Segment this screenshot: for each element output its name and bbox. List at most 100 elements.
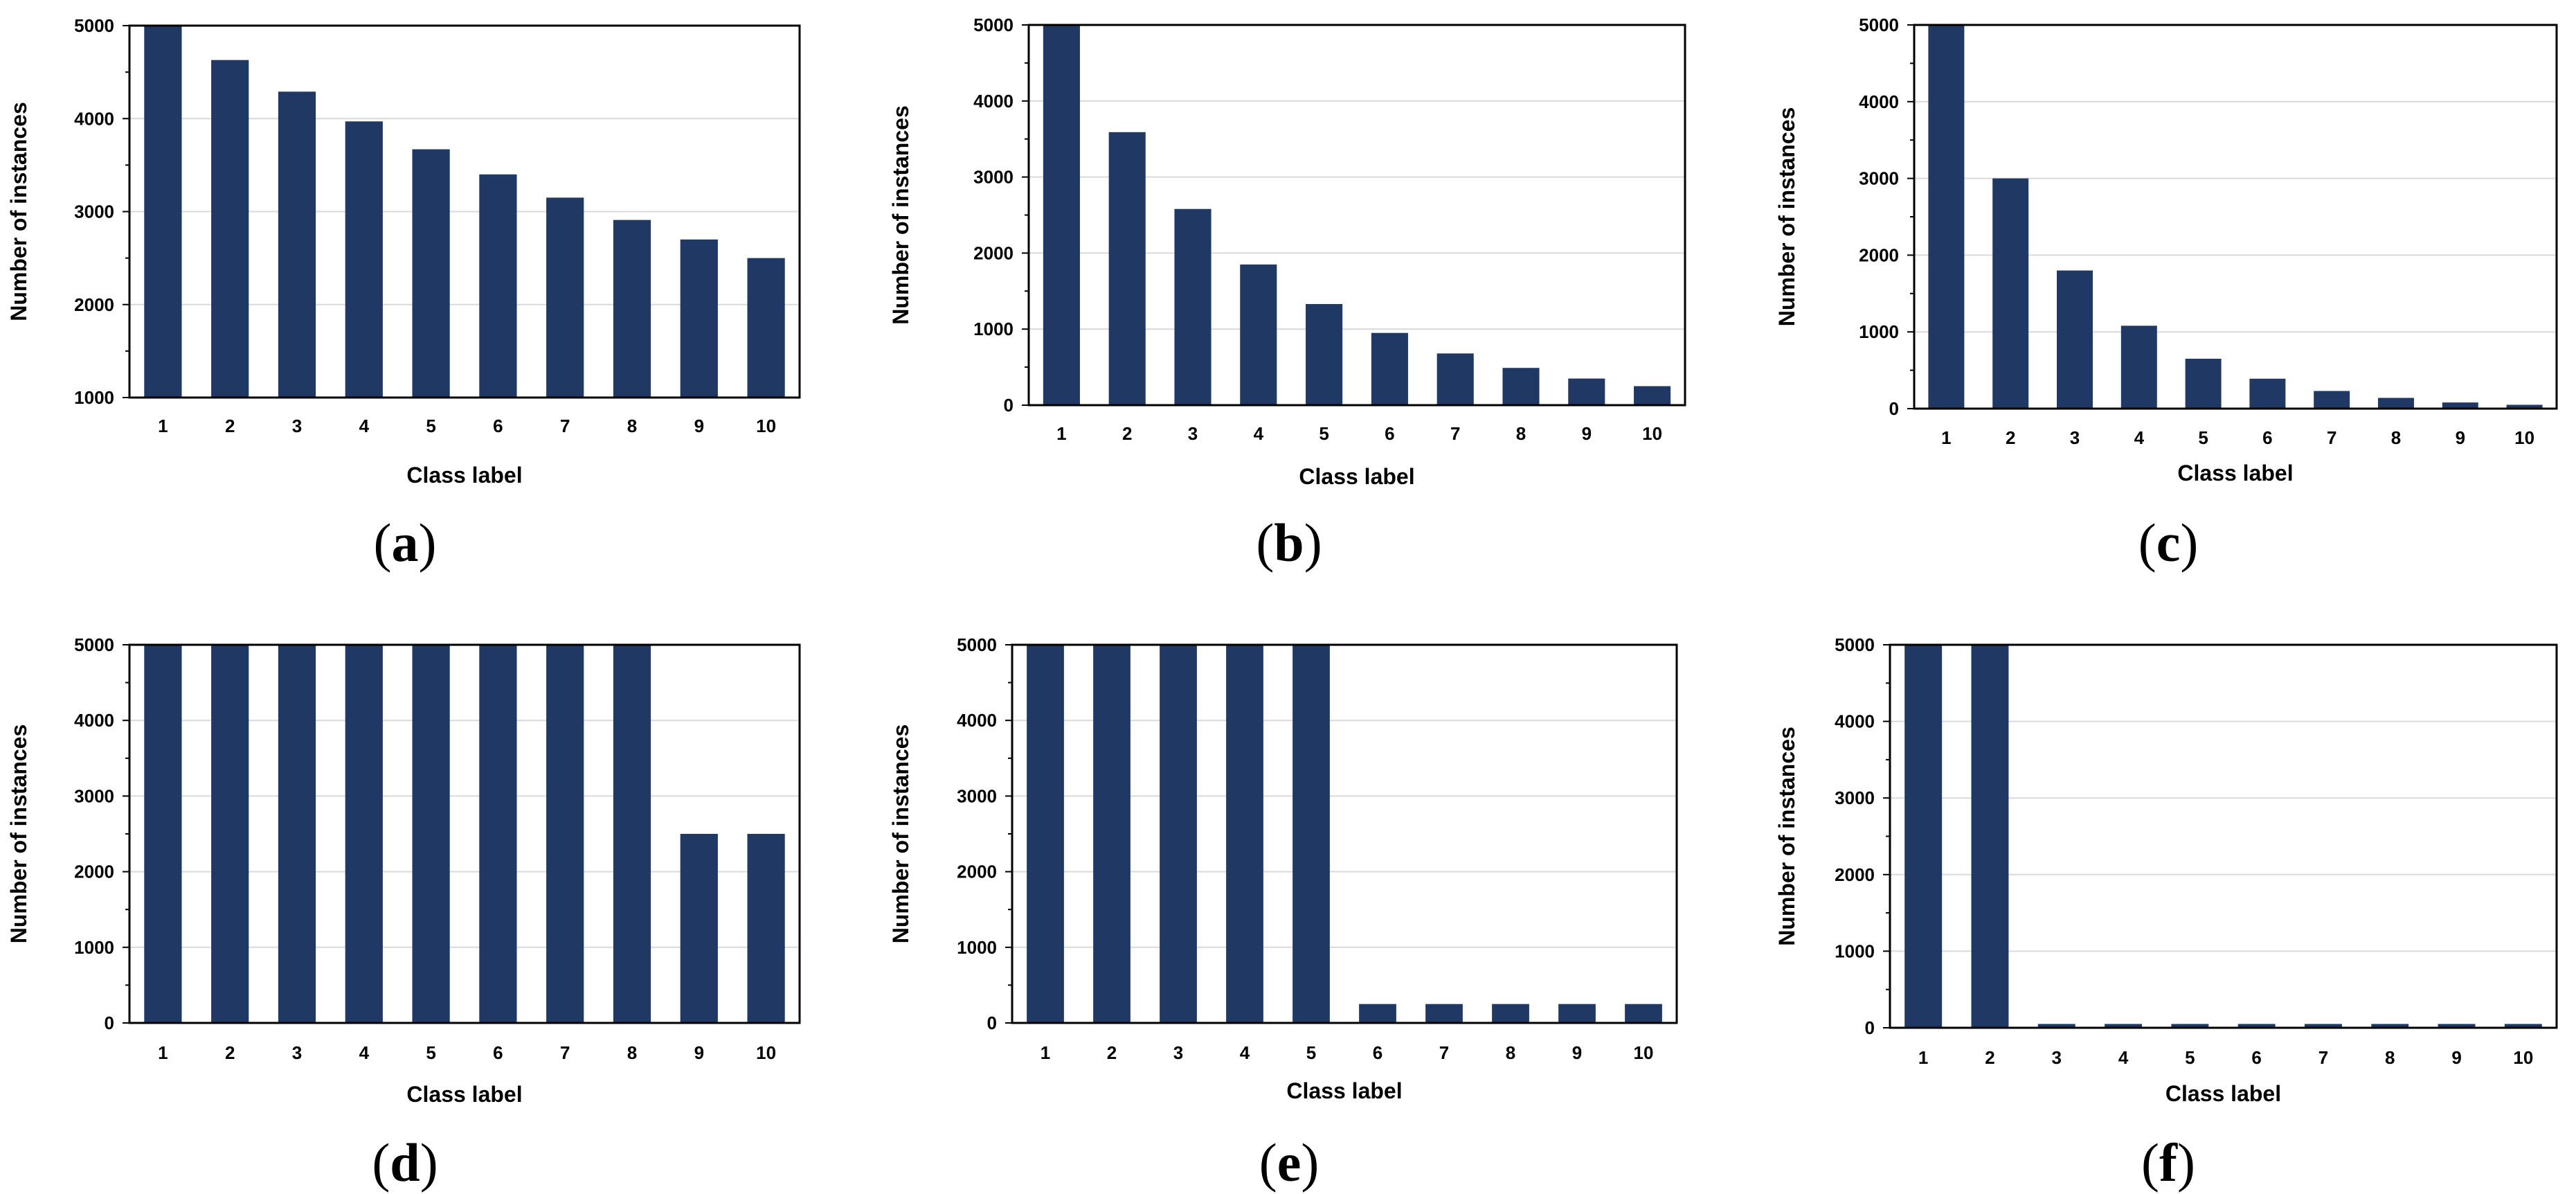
bar [2171,1024,2209,1028]
panel-label: (f) [2141,1132,2195,1193]
y-tick-label: 1000 [74,387,114,408]
x-tick-label: 10 [2514,427,2534,448]
panel-label: (b) [1256,513,1322,573]
y-tick-label: 3000 [74,202,114,222]
y-tick-label: 5000 [74,15,114,36]
x-tick-label: 6 [2262,427,2272,448]
bar [479,645,517,1023]
bar [1226,645,1263,1023]
bar [211,60,249,398]
y-tick-label: 1000 [1835,941,1875,961]
bar [1634,386,1671,405]
x-tick-label: 6 [2251,1047,2261,1068]
chart-panel-d: 0 1000 2000 3000 4000 5000 1 2 3 4 5 6 7 8 9 10 Class la… [6,634,801,1193]
y-tick-label: 3000 [1835,787,1875,808]
x-tick-label: 10 [756,1042,776,1063]
y-tick-label: 5000 [74,634,114,655]
bar [1502,368,1540,405]
bar [211,645,249,1023]
bar [1240,264,1277,405]
x-axis-title: Class label [406,1082,522,1107]
x-tick-label: 7 [1439,1042,1449,1063]
bar [680,239,718,398]
y-axis-title: Number of instances [1774,107,1799,327]
bar [278,645,316,1023]
bar [2506,404,2543,409]
y-tick-label: 1000 [957,937,997,958]
y-tick-label: 0 [1004,395,1014,416]
y-tick-label: 0 [105,1013,114,1033]
bar [2037,1024,2075,1028]
y-tick-label: 0 [987,1013,997,1033]
chart-panel-a: 1000 2000 3000 4000 5000 1 2 3 4 5 6 7 8 9 10 Class lab… [6,15,801,573]
x-tick-label: 2 [225,416,235,436]
x-tick-label: 3 [292,1042,302,1063]
x-tick-label: 1 [1041,1042,1050,1063]
x-tick-label: 9 [2456,427,2465,448]
bar [1027,645,1064,1023]
bar [1568,378,1605,405]
x-tick-label: 3 [292,416,302,436]
y-tick-label: 4000 [74,108,114,129]
plot-frame [128,24,801,399]
x-tick-label: 3 [1188,423,1198,444]
bar [1043,25,1080,405]
y-tick-label: 3000 [973,167,1014,188]
bar [1359,1004,1396,1023]
bar [747,258,785,398]
bar [1971,645,2009,1028]
x-tick-label: 1 [158,1042,168,1063]
bar [680,834,718,1023]
bar [613,645,651,1023]
y-axis-title: Number of instances [888,105,913,325]
x-tick-label: 4 [359,1042,370,1063]
x-tick-label: 8 [2385,1047,2395,1068]
bar [1928,25,1965,409]
x-tick-label: 8 [1516,423,1526,444]
x-tick-label: 2 [1122,423,1132,444]
x-tick-label: 4 [359,416,370,436]
bar [2120,326,2157,409]
y-tick-label: 2000 [1835,864,1875,885]
bar [1492,1004,1529,1023]
y-tick-label: 5000 [973,15,1014,35]
panel-label: (e) [1259,1132,1319,1193]
chart-panel-c: 0 1000 2000 3000 4000 5000 1 2 3 4 5 6 7 8 9 10 Class la… [1774,15,2558,573]
plot-frame [1027,24,1686,407]
chart-panel-e: 0 1000 2000 3000 4000 5000 1 2 3 4 5 6 7 8 9 10 Class la… [888,634,1678,1193]
bar [2057,270,2093,409]
y-tick-label: 1000 [74,937,114,958]
bar [1371,332,1408,405]
bar [144,26,182,398]
plot-frame [1011,643,1678,1024]
bar [1174,208,1212,405]
x-tick-label: 9 [2451,1047,2461,1068]
panel-label: (d) [372,1132,438,1193]
x-tick-label: 5 [1306,1042,1316,1063]
y-axis-title: Number of instances [6,724,31,944]
bar [2371,1024,2409,1028]
y-tick-label: 4000 [973,91,1014,112]
y-tick-label: 2000 [74,294,114,315]
bar [2378,398,2414,409]
x-tick-label: 3 [1173,1042,1183,1063]
y-axis-title: Number of instances [6,102,31,321]
bar [1292,645,1330,1023]
x-tick-label: 1 [1918,1047,1928,1068]
bar [2249,378,2286,409]
x-tick-label: 2 [2006,427,2015,448]
x-tick-label: 2 [1985,1047,1994,1068]
x-axis-title: Class label [406,463,522,488]
x-tick-label: 2 [225,1042,235,1063]
x-tick-label: 8 [2391,427,2401,448]
bar [144,645,182,1023]
bar [1160,645,1197,1023]
y-tick-label: 2000 [973,242,1014,263]
y-axis-title: Number of instances [888,724,913,944]
x-tick-label: 3 [2070,427,2080,448]
x-tick-label: 4 [1240,1042,1250,1063]
x-tick-label: 7 [560,1042,570,1063]
y-tick-label: 4000 [957,710,997,731]
panel-label: (c) [2138,513,2199,573]
x-tick-label: 7 [1450,423,1460,444]
